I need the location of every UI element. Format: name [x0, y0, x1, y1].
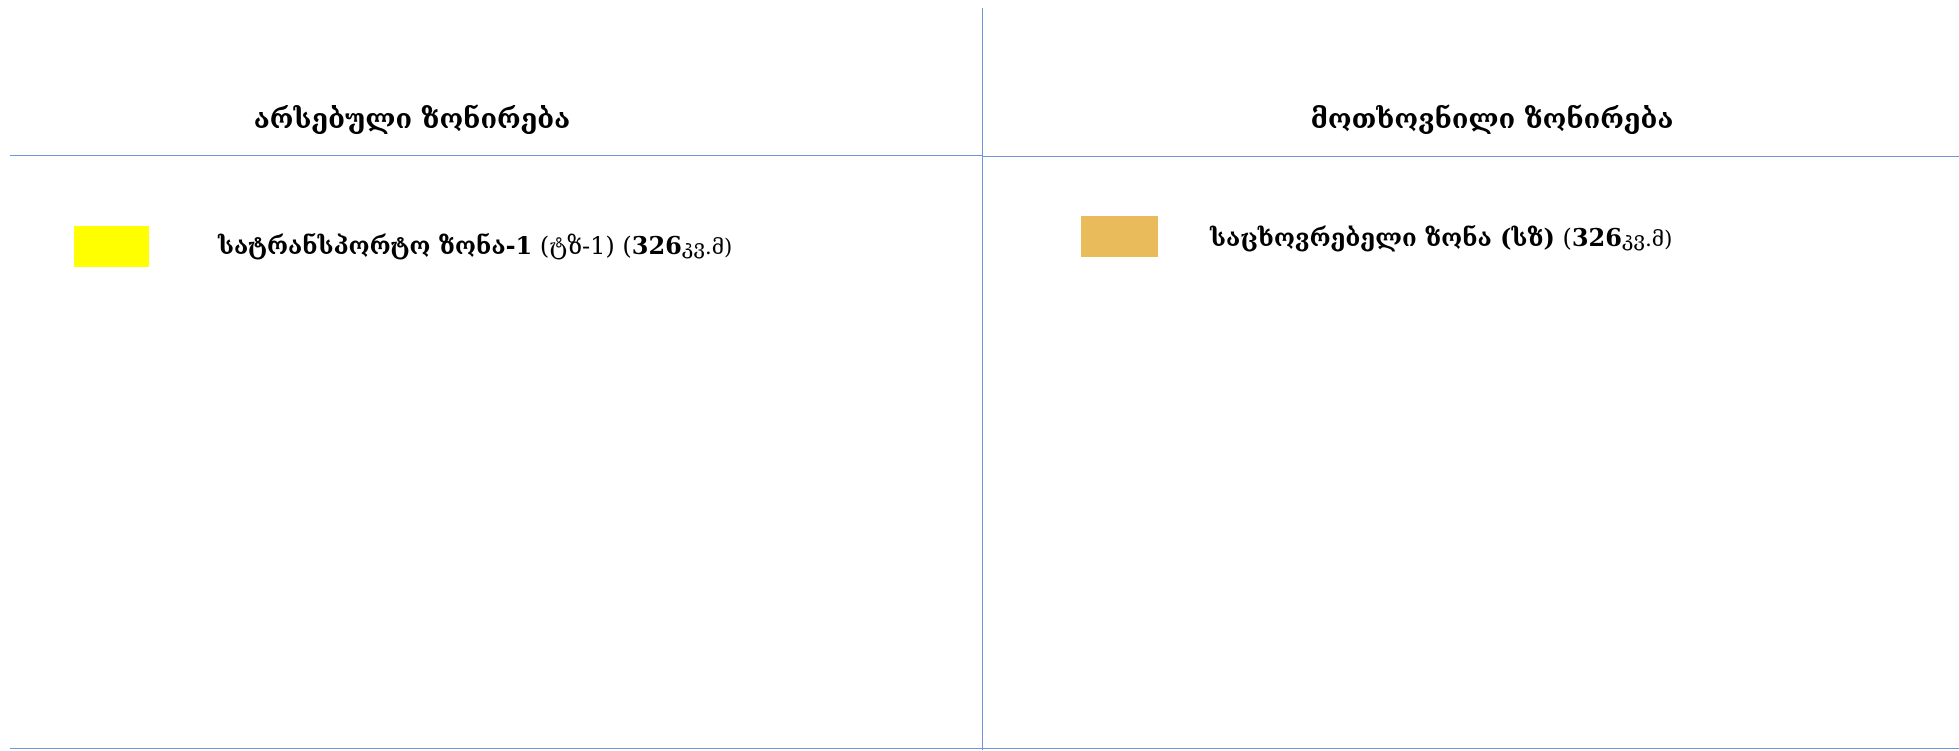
header-divider-left	[10, 155, 983, 156]
existing-zoning-header: არსებული ზონირება	[253, 104, 571, 135]
requested-zone-area: 326	[1571, 223, 1622, 252]
requested-zoning-header: მოთხოვნილი ზონირება	[1310, 104, 1674, 135]
requested-zone-legend: საცხოვრებელი ზონა (სზ) (326კვ.მ)	[1210, 223, 1672, 254]
existing-zone-unit: კვ.მ)	[681, 235, 733, 259]
requested-zone-unit: კვ.მ)	[1621, 227, 1673, 251]
existing-zone-code: (ტზ-1) (	[532, 232, 632, 260]
requested-zone-name: საცხოვრებელი ზონა (სზ)	[1210, 223, 1555, 252]
bottom-border	[10, 748, 1959, 749]
existing-zone-name: სატრანსპორტო ზონა-1	[218, 231, 533, 260]
existing-zone-color-swatch	[74, 226, 149, 267]
requested-zone-code: (	[1554, 224, 1572, 252]
existing-zone-legend: სატრანსპორტო ზონა-1 (ტზ-1) (326კვ.მ)	[218, 231, 732, 262]
requested-zone-color-swatch	[1081, 216, 1158, 257]
existing-zone-area: 326	[631, 231, 682, 260]
header-divider-right	[983, 156, 1959, 157]
column-divider	[982, 8, 983, 750]
